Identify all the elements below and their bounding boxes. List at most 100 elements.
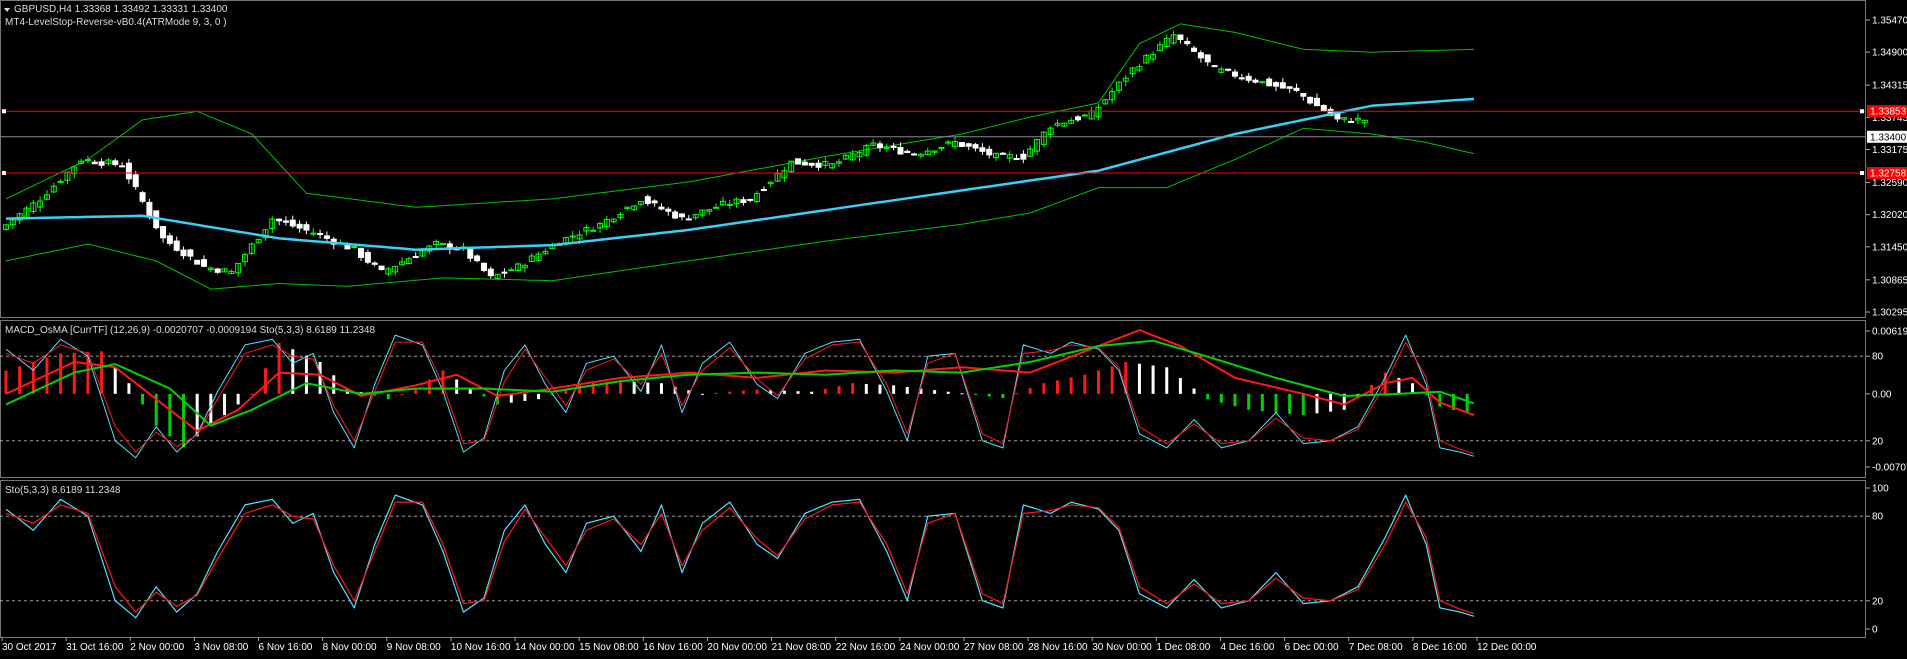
candle-body [515,263,522,271]
candle-body [433,240,440,246]
candle-body [180,249,187,257]
candle-body [412,256,419,259]
histogram-bar [1151,365,1155,394]
level-handle-right[interactable] [1860,109,1864,114]
candle-body [43,194,50,200]
histogram-bar [646,382,650,394]
candle-body [1095,106,1102,118]
histogram-bar [987,393,991,397]
candle-body [1307,96,1314,104]
histogram-bar [1001,393,1005,399]
time-axis-label: 2 Nov 00:00 [130,642,184,653]
histogram-bar [427,379,431,394]
candle-body [1170,34,1177,44]
histogram-bar [851,383,855,394]
candle-body [1293,87,1300,91]
candle-body [1163,37,1170,47]
histogram-bar [700,393,704,395]
candle-body [972,144,979,149]
symbol-title: GBPUSD,H4 1.33368 1.33492 1.33331 1.3340… [14,4,228,15]
histogram-bar [222,393,226,416]
macd-axis-label: 0.00 [1872,389,1892,400]
title-dropdown-icon[interactable] [4,8,10,12]
candle-body [651,200,658,204]
candle-body [890,145,897,148]
candle-body [815,162,822,168]
candle-body [201,259,208,267]
candle-body [849,153,856,161]
candle-body [665,208,672,212]
histogram-bar [332,375,336,394]
histogram-bar [919,388,923,394]
candle-body [241,254,248,263]
histogram-bar [1110,366,1114,394]
candle-body [672,211,679,219]
candle-body [1115,81,1122,91]
candle-body [1136,66,1143,71]
candle-body [1006,154,1013,159]
candle-body [71,166,78,175]
sto-axis-label: 20 [1872,596,1884,607]
histogram-bar [605,381,609,394]
price-tick-label: 1.31450 [1872,242,1907,253]
candle-body [521,264,528,269]
time-axis-label: 12 Dec 00:00 [1477,642,1537,653]
candle-body [228,270,235,275]
candle-body [952,141,959,148]
macd-main-line [5,329,1475,432]
candle-body [474,255,481,262]
candle-body [883,147,890,150]
candle-body [685,218,692,221]
candle-body [508,269,515,272]
candle-body [801,161,808,166]
candle-body [637,200,644,205]
candle-body [1156,44,1163,52]
histogram-bar [400,393,404,395]
candle-body [781,170,788,179]
histogram-bar [1465,393,1469,414]
candle-body [938,146,945,149]
candle-body [310,232,317,235]
candle-body [1225,68,1232,71]
candle-body [931,150,938,153]
price-tick-label: 1.33745 [1872,113,1907,124]
band-upper-line [5,23,1475,208]
candle-body [1252,79,1259,83]
histogram-bar [1069,377,1073,394]
candle-body [706,209,713,212]
histogram-bar [250,393,254,395]
candle-body [1348,121,1355,124]
level-handle-left[interactable] [2,171,6,176]
histogram-bar [892,385,896,394]
panel-frame-1 [0,0,1866,318]
candle-body [419,250,426,257]
histogram-bar [1165,367,1169,394]
candle-body [1266,78,1273,87]
time-axis-label: 8 Nov 00:00 [323,642,377,653]
candle-body [1313,97,1320,107]
macd-signal-line [5,339,1475,427]
time-axis-label: 27 Nov 08:00 [964,642,1024,653]
current-price-tag [1867,130,1907,143]
candle-body [754,193,761,203]
candle-body [194,259,201,265]
histogram-bar [1055,380,1059,394]
candle-body [1020,153,1027,160]
histogram-bar [1301,393,1305,416]
time-axis-label: 31 Oct 16:00 [66,642,124,653]
histogram-bar [414,388,418,394]
time-axis-label: 3 Nov 08:00 [194,642,248,653]
histogram-bar [1342,393,1346,410]
candle-body [112,160,119,165]
time-axis-label: 21 Nov 08:00 [772,642,832,653]
indicator-subtitle: MT4-LevelStop-Reverse-vB0.4(ATRMode 9, 3… [5,17,227,28]
histogram-bar [113,367,117,394]
candle-body [904,150,911,154]
candle-body [317,232,324,236]
price-tick-label: 1.34900 [1872,48,1907,59]
level-handle-left[interactable] [2,109,6,114]
candle-body [1300,93,1307,97]
sto-axis-label: 100 [1872,484,1889,495]
level-handle-right[interactable] [1860,171,1864,176]
